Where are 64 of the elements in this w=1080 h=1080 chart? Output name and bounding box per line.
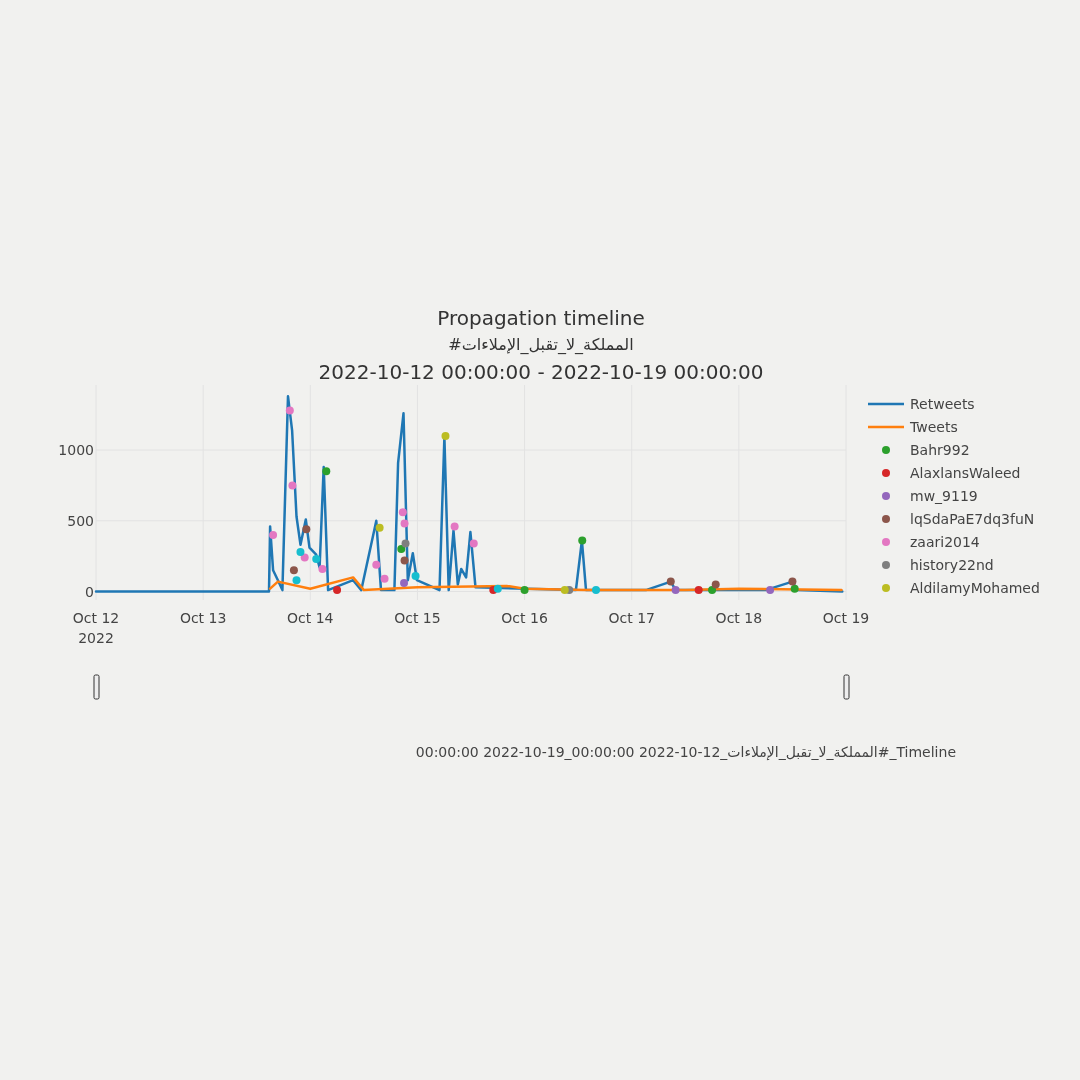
- legend-label: AldilamyMohamed: [910, 580, 1040, 596]
- y-tick-label: 1000: [58, 442, 94, 459]
- x-tick-label: Oct 19: [822, 610, 870, 626]
- point: [788, 577, 797, 586]
- point: [302, 525, 311, 534]
- point: [289, 566, 298, 575]
- point: [441, 431, 450, 440]
- legend-label: lqSdaPaE7dq3fuN: [910, 511, 1035, 527]
- point: [400, 556, 409, 565]
- legend-label: zaari2014: [910, 534, 980, 550]
- point: [671, 586, 680, 595]
- point: [296, 547, 305, 556]
- point: [318, 564, 327, 573]
- point: [322, 467, 331, 476]
- point: [333, 586, 342, 595]
- point: [560, 586, 569, 595]
- x-tick-label: Oct 13: [179, 610, 227, 626]
- point: [401, 539, 410, 548]
- x-tick-label: Oct 15: [394, 610, 441, 626]
- x-tick-label: Oct 18: [715, 610, 763, 626]
- point: [288, 481, 297, 490]
- point: [398, 508, 407, 517]
- point: [694, 586, 703, 595]
- point: [285, 406, 294, 415]
- legend-label: Tweets: [909, 419, 958, 435]
- x-tick-label: Oct 14: [287, 610, 334, 626]
- legend-label: history22nd: [910, 557, 994, 573]
- point: [372, 560, 381, 569]
- point: [375, 523, 384, 532]
- legend-label: Bahr992: [910, 442, 970, 458]
- point: [312, 554, 321, 563]
- chart-title: Propagation timeline: [437, 306, 645, 330]
- point: [592, 586, 600, 595]
- x-tick-label: Oct 17: [608, 610, 655, 626]
- text: #المملكة_لا_تقبل_الإملاءات: [448, 335, 634, 354]
- point: [469, 539, 478, 548]
- text: Timeline_#المملكة_لا_تقبل_الإملاءات_12-10-2022 00:00:00_19-10-2022 00:00:00: [415, 744, 956, 761]
- y-tick-label: 0: [85, 583, 94, 600]
- x-tick-label: Oct 16: [501, 610, 548, 626]
- point: [397, 545, 406, 554]
- point: [450, 522, 459, 531]
- legend-label: Retweets: [910, 396, 975, 412]
- point: [380, 574, 389, 583]
- point: [300, 553, 309, 562]
- point: [520, 586, 529, 595]
- text: 2022-10-12 00:00:00 - 2022-10-19 00:00:00: [318, 360, 764, 384]
- point: [493, 584, 502, 593]
- x-tick-label: Oct 12 2022: [72, 610, 120, 646]
- line-series: [94, 395, 844, 593]
- point: [790, 584, 799, 593]
- point: [708, 586, 717, 595]
- point: [578, 536, 587, 545]
- point: [400, 579, 409, 588]
- point: [400, 519, 409, 528]
- point: [711, 580, 720, 589]
- point: [666, 577, 675, 586]
- line-series: [268, 576, 843, 592]
- point: [292, 576, 301, 585]
- point: [766, 586, 775, 595]
- point: [411, 571, 420, 580]
- y-tick-label: 500: [67, 512, 94, 529]
- legend-label: mw_9119: [910, 488, 978, 504]
- legend-label: AlaxlansWaleed: [910, 465, 1021, 481]
- point: [269, 530, 278, 539]
